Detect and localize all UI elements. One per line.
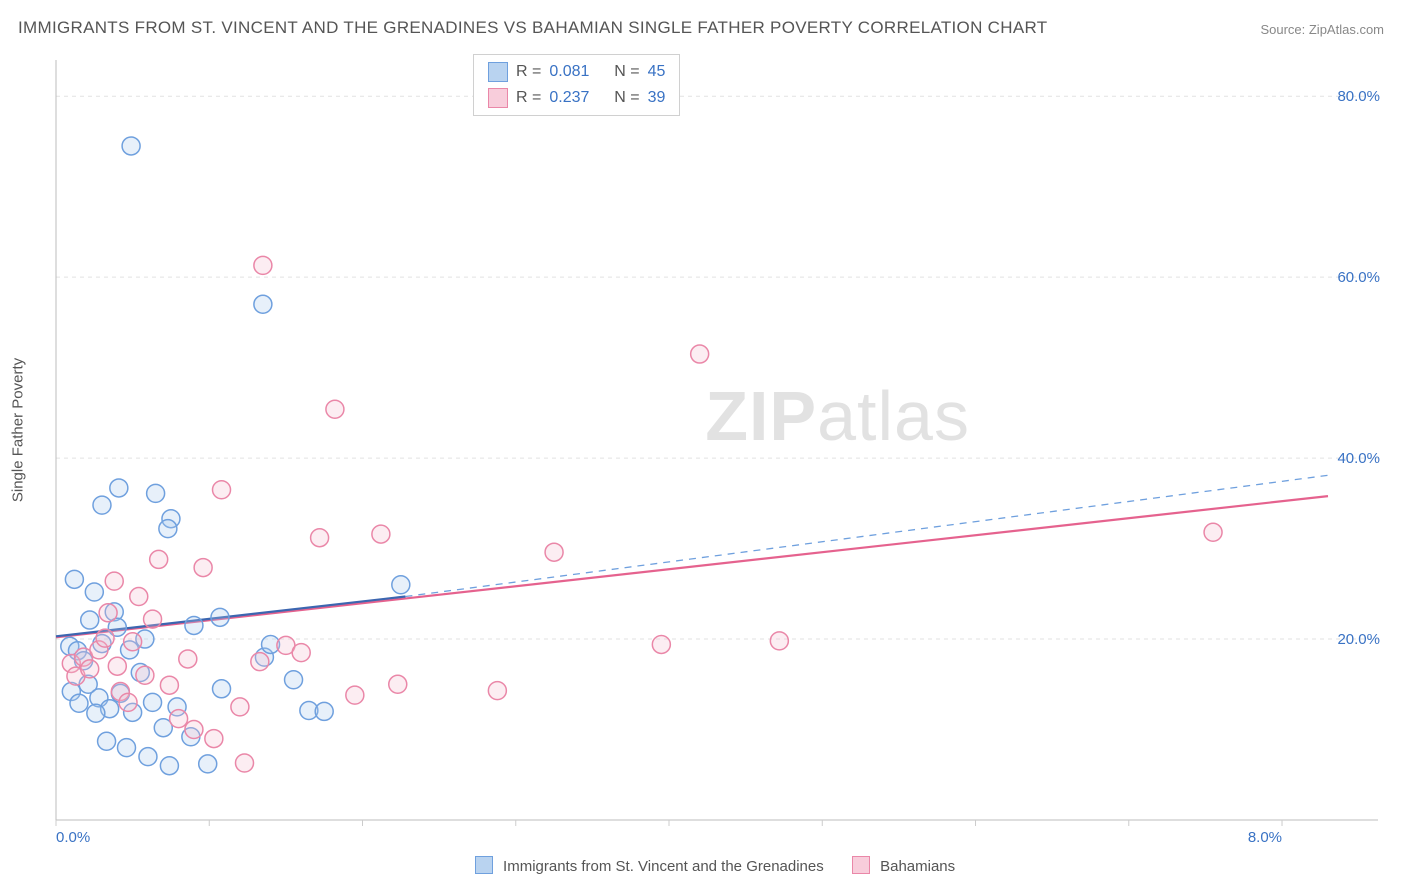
stats-legend: R = 0.081 N = 45 R = 0.237 N = 39 bbox=[473, 54, 680, 116]
data-point bbox=[185, 616, 203, 634]
stats-r-label: R = bbox=[516, 85, 541, 111]
data-point bbox=[770, 632, 788, 650]
data-point bbox=[150, 550, 168, 568]
data-point bbox=[315, 702, 333, 720]
data-point bbox=[144, 693, 162, 711]
data-point bbox=[98, 732, 116, 750]
data-point bbox=[251, 653, 269, 671]
data-point bbox=[236, 754, 254, 772]
data-point bbox=[213, 481, 231, 499]
data-point bbox=[488, 682, 506, 700]
data-point bbox=[110, 479, 128, 497]
data-point bbox=[254, 295, 272, 313]
data-point bbox=[122, 137, 140, 155]
data-point bbox=[96, 629, 114, 647]
stats-r-value: 0.081 bbox=[549, 59, 589, 85]
data-point bbox=[199, 755, 217, 773]
data-point bbox=[326, 400, 344, 418]
data-point bbox=[160, 676, 178, 694]
data-point bbox=[392, 576, 410, 594]
stats-n-label: N = bbox=[614, 59, 639, 85]
data-point bbox=[144, 610, 162, 628]
data-point bbox=[254, 256, 272, 274]
data-point bbox=[159, 520, 177, 538]
data-point bbox=[285, 671, 303, 689]
data-point bbox=[124, 633, 142, 651]
data-point bbox=[160, 757, 178, 775]
legend-swatch-series-2 bbox=[852, 856, 870, 874]
x-tick-label: 0.0% bbox=[56, 829, 90, 846]
data-point bbox=[99, 604, 117, 622]
x-tick-label: 8.0% bbox=[1248, 829, 1282, 846]
data-point bbox=[85, 583, 103, 601]
data-point bbox=[652, 635, 670, 653]
watermark: ZIPatlas bbox=[705, 377, 970, 455]
data-point bbox=[139, 748, 157, 766]
data-point bbox=[231, 698, 249, 716]
y-tick-label: 20.0% bbox=[1337, 631, 1380, 648]
data-point bbox=[70, 694, 88, 712]
y-tick-label: 80.0% bbox=[1337, 88, 1380, 105]
data-point bbox=[119, 693, 137, 711]
data-point bbox=[170, 710, 188, 728]
stats-n-value: 45 bbox=[648, 59, 666, 85]
data-point bbox=[213, 680, 231, 698]
data-point bbox=[194, 559, 212, 577]
bottom-legend: Immigrants from St. Vincent and the Gren… bbox=[0, 856, 1406, 875]
data-point bbox=[81, 611, 99, 629]
data-point bbox=[136, 666, 154, 684]
data-point bbox=[147, 484, 165, 502]
data-point bbox=[1204, 523, 1222, 541]
trend-line-svg-dashed bbox=[405, 475, 1328, 596]
y-tick-label: 40.0% bbox=[1337, 450, 1380, 467]
data-point bbox=[105, 572, 123, 590]
data-point bbox=[545, 543, 563, 561]
chart-container: IMMIGRANTS FROM ST. VINCENT AND THE GREN… bbox=[0, 0, 1406, 892]
data-point bbox=[81, 660, 99, 678]
y-axis-label: Single Father Poverty bbox=[10, 358, 27, 502]
chart-plot: 20.0% 40.0% 60.0% 80.0% 0.0% 8.0% ZIPatlas bbox=[48, 50, 1388, 850]
trend-line-bahamians bbox=[56, 496, 1328, 637]
scatter-chart-svg: 20.0% 40.0% 60.0% 80.0% 0.0% 8.0% ZIPatlas bbox=[48, 50, 1388, 850]
data-point bbox=[117, 739, 135, 757]
legend-label-series-2: Bahamians bbox=[880, 858, 955, 875]
data-point bbox=[205, 730, 223, 748]
data-point bbox=[311, 529, 329, 547]
stats-swatch bbox=[488, 62, 508, 82]
data-point bbox=[93, 496, 111, 514]
data-point bbox=[292, 644, 310, 662]
legend-swatch-series-1 bbox=[475, 856, 493, 874]
data-point bbox=[389, 675, 407, 693]
data-point bbox=[211, 608, 229, 626]
data-point bbox=[372, 525, 390, 543]
stats-r-label: R = bbox=[516, 59, 541, 85]
stats-n-value: 39 bbox=[648, 85, 666, 111]
stats-r-value: 0.237 bbox=[549, 85, 589, 111]
data-point bbox=[346, 686, 364, 704]
chart-title: IMMIGRANTS FROM ST. VINCENT AND THE GREN… bbox=[18, 18, 1047, 38]
data-point bbox=[185, 721, 203, 739]
data-point bbox=[87, 704, 105, 722]
stats-swatch bbox=[488, 88, 508, 108]
data-point bbox=[65, 570, 83, 588]
source-label: Source: ZipAtlas.com bbox=[1260, 22, 1384, 37]
data-point bbox=[691, 345, 709, 363]
y-tick-label: 60.0% bbox=[1337, 269, 1380, 286]
stats-n-label: N = bbox=[614, 85, 639, 111]
data-point bbox=[130, 588, 148, 606]
data-point bbox=[108, 657, 126, 675]
legend-label-series-1: Immigrants from St. Vincent and the Gren… bbox=[503, 858, 824, 875]
data-point bbox=[179, 650, 197, 668]
